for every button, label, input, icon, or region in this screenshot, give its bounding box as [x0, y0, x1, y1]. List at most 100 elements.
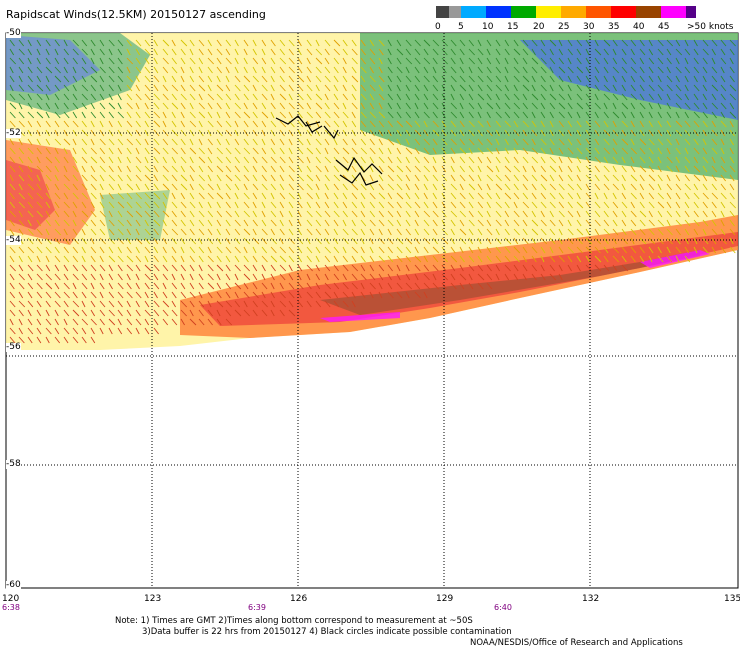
wind-barb: [702, 228, 707, 236]
wind-barb: [603, 174, 610, 182]
wind-barb: [90, 57, 95, 65]
wind-barb: [261, 165, 267, 173]
wind-barb: [9, 291, 16, 299]
wind-barb: [54, 237, 61, 245]
wind-barb: [306, 120, 311, 128]
wind-barb: [81, 165, 86, 173]
wind-barb: [495, 273, 500, 281]
wind-barb: [81, 147, 87, 155]
wind-barb: [405, 210, 411, 218]
wind-barb: [450, 264, 456, 272]
wind-barb: [414, 93, 420, 101]
wind-barb: [189, 309, 194, 317]
wind-barb: [711, 156, 716, 164]
wind-barb: [63, 300, 69, 308]
wind-barb: [144, 156, 149, 164]
wind-barb: [333, 201, 339, 209]
wind-barb: [675, 93, 682, 101]
wind-barb: [621, 264, 628, 272]
wind-barb: [9, 111, 16, 119]
wind-barb: [54, 183, 60, 191]
wind-barb: [189, 111, 196, 119]
wind-barb: [603, 120, 609, 128]
wind-barb: [153, 156, 159, 164]
wind-barb: [99, 111, 105, 119]
wind-barb: [216, 66, 222, 74]
wind-barb: [180, 102, 186, 110]
wind-barb: [558, 84, 564, 92]
wind-barb: [387, 282, 393, 290]
wind-barb: [540, 39, 546, 47]
wind-barb: [171, 255, 177, 263]
wind-barb: [9, 183, 16, 191]
wind-barb: [675, 75, 680, 83]
wind-barb: [639, 39, 645, 47]
wind-barb: [315, 228, 322, 236]
wind-barb: [36, 84, 44, 92]
wind-barb: [90, 138, 95, 146]
wind-barb: [684, 66, 691, 74]
wind-barb: [684, 102, 691, 110]
wind-barb: [450, 147, 456, 155]
wind-barb: [162, 57, 169, 65]
wind-barb: [531, 255, 537, 263]
legend-label-40: 40: [633, 22, 645, 32]
wind-barb: [189, 75, 195, 83]
wind-barb: [405, 246, 412, 254]
wind-barb: [486, 147, 494, 155]
wind-barb: [423, 84, 429, 92]
wind-barb: [720, 39, 727, 47]
wind-barb: [423, 228, 430, 236]
wind-barb: [270, 120, 277, 128]
wind-barb: [396, 57, 402, 65]
wind-barb: [54, 120, 60, 128]
wind-barb: [504, 120, 512, 128]
wind-barb: [315, 210, 322, 218]
wind-barb: [117, 48, 123, 56]
wind-barb: [675, 84, 682, 92]
wind-barb: [252, 264, 258, 272]
wind-barb: [639, 156, 646, 164]
wind-barb: [45, 147, 51, 155]
wind-barb: [126, 147, 132, 155]
wind-barb: [72, 75, 78, 83]
wind-barb: [198, 138, 203, 146]
wind-barb: [225, 210, 232, 218]
wind-barb: [396, 111, 402, 119]
wind-barb: [495, 156, 501, 164]
wind-barb: [216, 309, 221, 317]
wind-barb: [576, 210, 581, 218]
wind-barb: [207, 84, 212, 92]
wind-barb: [351, 75, 359, 83]
wind-barb: [558, 192, 565, 200]
wind-barb: [135, 300, 140, 308]
wind-barb: [657, 237, 664, 245]
wind-barb: [549, 210, 554, 218]
wind-barb: [648, 165, 655, 173]
wind-barb: [126, 57, 134, 65]
wind-barb: [279, 111, 287, 119]
wind-barb: [414, 201, 421, 209]
wind-barb: [36, 237, 43, 245]
wind-barb: [450, 57, 456, 65]
wind-barb: [585, 75, 591, 83]
wind-barb: [297, 84, 304, 92]
wind-barb: [324, 300, 331, 308]
wind-barb: [153, 48, 158, 56]
wind-barb: [144, 273, 151, 281]
wind-barb: [459, 219, 465, 227]
wind-barb: [63, 48, 69, 56]
wind-barb: [261, 147, 267, 155]
wind-barb: [18, 228, 24, 236]
wind-barb: [414, 75, 421, 83]
wind-barb: [162, 192, 168, 200]
wind-barb: [9, 39, 15, 47]
wind-barb: [603, 210, 609, 218]
wind-barb: [522, 48, 529, 56]
wind-barb: [54, 174, 59, 182]
wind-barb: [270, 75, 275, 83]
wind-barb: [522, 255, 527, 263]
wind-barb: [396, 102, 401, 110]
note-line-2: 3)Data buffer is 22 hrs from 20150127 4)…: [142, 627, 512, 637]
wind-barb: [369, 147, 376, 155]
